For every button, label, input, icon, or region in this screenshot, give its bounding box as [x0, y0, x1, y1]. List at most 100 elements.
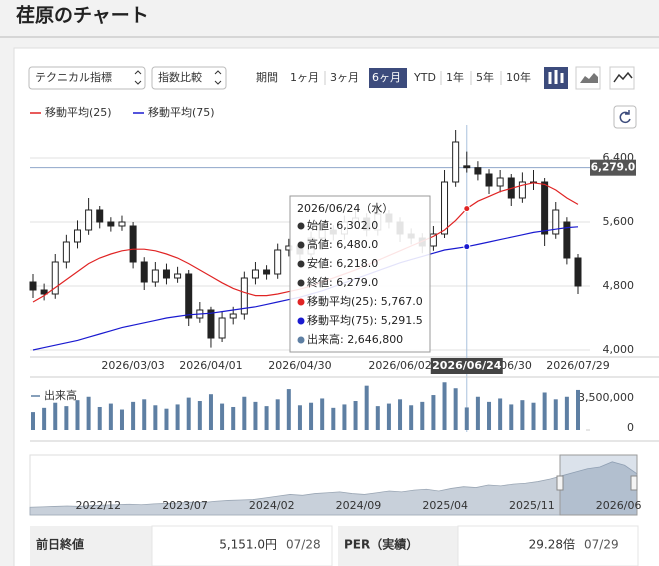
volume-bar: [576, 389, 580, 430]
candle-body: [240, 277, 248, 315]
tooltip-row: 移動平均(75): 5,291.5: [307, 313, 423, 327]
select-box[interactable]: [28, 66, 146, 90]
candle-body: [129, 225, 137, 263]
crosshair-point: [463, 243, 471, 251]
select-label[interactable]: テクニカル指標: [35, 70, 112, 84]
candle-body: [229, 313, 237, 319]
volume-bar: [353, 401, 358, 430]
candle-body: [274, 249, 282, 275]
x-tick-label: 2026/04/01: [179, 359, 242, 372]
volume-bar: [153, 405, 158, 430]
candle-body: [51, 261, 59, 295]
legend-label: 移動平均(25): [45, 105, 112, 119]
table-head-cell: [338, 526, 458, 566]
volume-bar: [231, 406, 236, 430]
table-date: 07/28: [286, 538, 321, 552]
area-icon: [580, 73, 598, 83]
period-button[interactable]: 1ヶ月: [290, 71, 319, 84]
tooltip-row: 高値: 6,480.0: [307, 237, 378, 251]
select-arrow: [214, 70, 222, 85]
navigator-handle: [630, 475, 638, 491]
candle-body: [140, 261, 148, 283]
period-button[interactable]: YTD: [413, 71, 436, 84]
candle-body: [29, 281, 37, 291]
crosshair-date-box: [430, 358, 503, 374]
tooltip: 2026/06/24（水） 始値: 6,302.0 高値: 6,480.0 安値…: [289, 195, 431, 353]
volume-bar: [253, 401, 258, 430]
volume-bar: [420, 401, 425, 430]
volume-bar: [97, 406, 102, 430]
crosshair-date: 2026/06/24: [432, 359, 502, 372]
volume-bar: [31, 412, 35, 430]
tooltip-dot: [297, 279, 305, 287]
period-active: [369, 68, 407, 88]
candle-body: [174, 273, 182, 279]
period-button[interactable]: 1年: [446, 70, 464, 84]
period-button[interactable]: 5年: [476, 70, 494, 84]
volume-bar: [542, 392, 547, 430]
candle-body: [463, 165, 471, 169]
legend-label: 移動平均(75): [148, 105, 215, 119]
volume-bar: [242, 396, 247, 430]
volume-bar: [564, 396, 569, 430]
table-cell: [151, 525, 333, 566]
candle-body: [162, 269, 170, 279]
volume-bar: [220, 403, 225, 430]
select-label[interactable]: 指数比較: [158, 70, 202, 84]
y-tick-label: 5,600: [603, 215, 635, 228]
navigator-label: 2025/04: [422, 499, 468, 512]
candle-body: [85, 209, 93, 231]
volume-bar: [309, 402, 314, 430]
line-icon-button[interactable]: [575, 66, 601, 90]
navigator-label: 2024/09: [336, 499, 382, 512]
candle-body: [107, 221, 115, 227]
candle-body: [563, 221, 571, 259]
period-button[interactable]: 10年: [506, 70, 531, 84]
volume-bar: [75, 400, 80, 430]
volume-bar: [86, 396, 91, 430]
candle-body: [574, 257, 582, 287]
y-tick-label: 4,000: [603, 343, 635, 356]
volume-bar: [498, 398, 503, 430]
volume-bar: [509, 404, 514, 430]
table-head-cell: [30, 526, 152, 566]
volume-bar: [409, 405, 414, 430]
refresh-button[interactable]: [613, 105, 637, 129]
candle-body: [541, 181, 549, 235]
line-icon: [613, 71, 633, 83]
candle-body: [118, 221, 126, 227]
x-tick-label: 2026/04/30: [268, 359, 331, 372]
candle-body: [73, 229, 81, 243]
tooltip-dot: [297, 298, 305, 306]
last-price-label: 6,279.0: [591, 162, 636, 174]
volume-bar: [131, 401, 136, 430]
candle-body: [441, 181, 449, 235]
candle-body: [207, 309, 215, 339]
period-button[interactable]: 6ヶ月: [372, 71, 401, 84]
x-tick-label: 2026/06/02: [368, 359, 431, 372]
volume-bar: [386, 403, 391, 430]
tooltip-dot: [297, 260, 305, 268]
volume-bar: [364, 385, 369, 430]
volume-bar: [119, 409, 124, 430]
candle-body: [485, 173, 493, 187]
tooltip-row: 始値: 6,302.0: [307, 218, 378, 232]
candle-body: [452, 141, 460, 183]
last-price-box: [590, 159, 636, 176]
volume-bar: [398, 399, 403, 430]
volume-bar: [475, 396, 480, 430]
y-tick-label: 4,800: [603, 279, 635, 292]
navigator-label: 2023/07: [162, 499, 208, 512]
y-tick-label: 3,500,000: [578, 391, 634, 404]
select-arrow: [134, 70, 142, 85]
candle-icon: [548, 70, 564, 84]
period-button[interactable]: 3ヶ月: [330, 71, 359, 84]
x-tick-label: 2026/07/29: [546, 359, 609, 372]
candle-body: [62, 241, 70, 263]
volume-bar: [453, 388, 458, 430]
volume-bar: [431, 395, 436, 430]
select-box[interactable]: [151, 66, 227, 90]
volume-bar: [264, 406, 269, 430]
volume-bar: [53, 402, 58, 430]
